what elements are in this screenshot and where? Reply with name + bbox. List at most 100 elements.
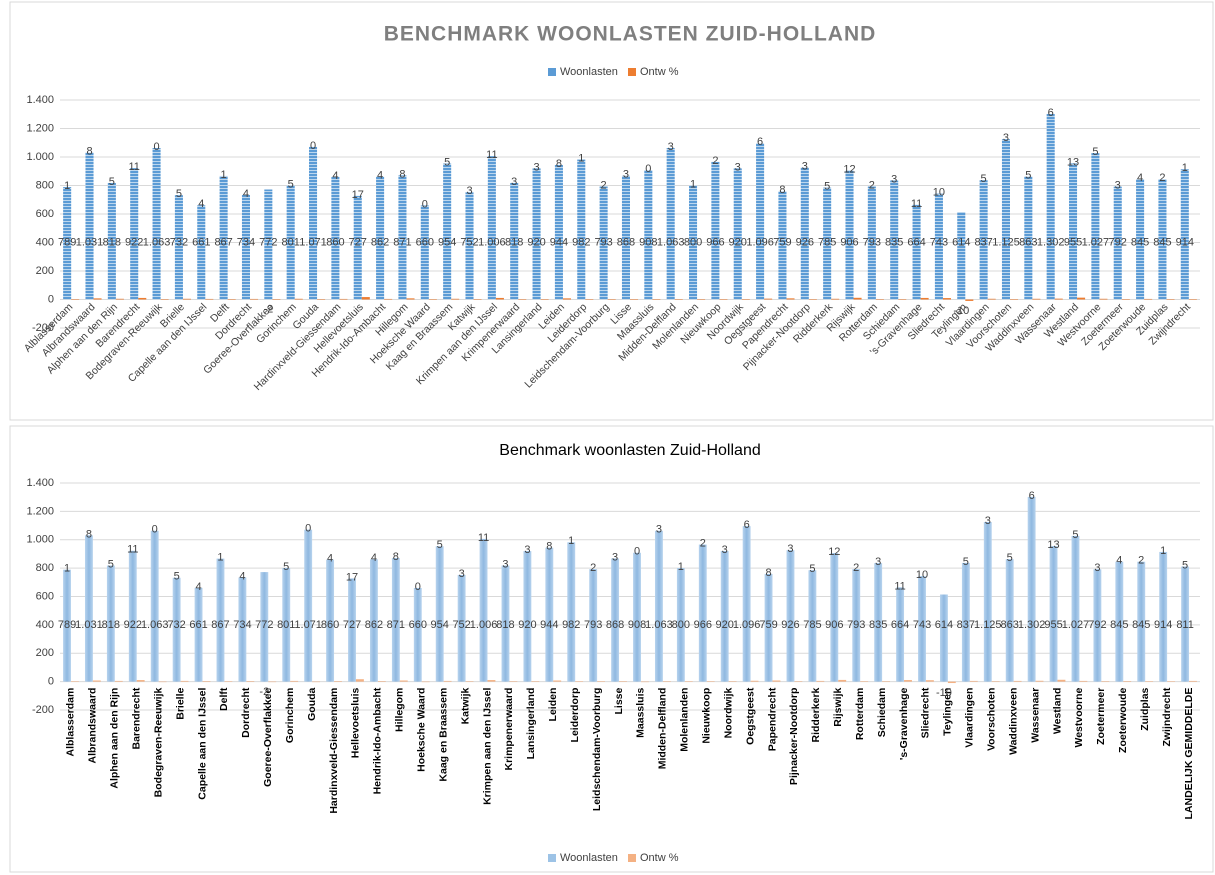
value-label: 10	[916, 569, 928, 581]
bar	[391, 558, 400, 682]
bar	[71, 299, 80, 300]
bar	[1137, 561, 1146, 682]
bar	[540, 299, 549, 300]
value-label: 1.006	[470, 619, 498, 631]
bar	[63, 187, 72, 300]
value-label: 837	[957, 619, 975, 631]
bar	[241, 194, 250, 300]
bar	[1188, 299, 1197, 300]
bar	[786, 298, 795, 300]
value-label: 5	[174, 571, 180, 583]
bar	[451, 298, 460, 300]
value-label: 1	[1160, 545, 1166, 557]
value-label: 3	[459, 568, 465, 580]
value-label: 1.302	[1018, 619, 1046, 631]
x-tick-label: Papendrecht	[766, 687, 778, 751]
bar	[532, 168, 541, 300]
bar	[1069, 163, 1078, 300]
bar	[282, 567, 291, 682]
bar	[268, 681, 277, 683]
value-label: 922	[125, 236, 143, 248]
bar	[674, 299, 683, 300]
x-tick-label: Delft	[218, 687, 230, 711]
bar	[597, 681, 606, 682]
value-label: 845	[1132, 619, 1150, 631]
value-label: 789	[58, 619, 76, 631]
bar	[706, 681, 715, 682]
bar	[607, 299, 616, 300]
x-tick-label: Goeree-Overflakkee	[262, 687, 274, 786]
value-label: 4	[195, 581, 201, 593]
x-tick-label: Westvoorne	[1073, 687, 1085, 747]
bar	[733, 168, 742, 300]
bar	[384, 298, 393, 300]
bar	[896, 587, 905, 682]
bar	[619, 681, 627, 682]
value-label: 1	[690, 178, 696, 190]
bar	[399, 680, 408, 682]
bar	[554, 164, 563, 300]
value-label: 5	[283, 561, 289, 573]
bar	[545, 547, 554, 682]
value-label: 13	[1067, 156, 1079, 168]
value-label: 4	[377, 170, 383, 182]
value-label: 835	[885, 236, 903, 248]
x-tick-label: Alblasserdam	[65, 688, 77, 757]
bar	[92, 680, 101, 682]
bar	[216, 558, 225, 682]
bar	[128, 550, 137, 682]
value-label: 811	[1176, 619, 1194, 631]
bar	[969, 680, 978, 682]
value-label: 1	[578, 152, 584, 164]
value-label: 3	[891, 173, 897, 185]
bar	[1049, 546, 1058, 682]
bar	[742, 526, 751, 682]
x-tick-label: Lisse	[613, 687, 625, 714]
value-label: 1.125	[992, 236, 1020, 248]
bar	[654, 530, 663, 682]
bar	[286, 185, 295, 300]
bar	[1145, 681, 1154, 682]
bar	[912, 204, 921, 300]
bar	[70, 681, 79, 682]
value-label: 0	[645, 163, 651, 175]
bar	[238, 577, 247, 682]
value-label: 0	[154, 141, 160, 153]
y-tick-label: 400	[36, 619, 54, 631]
value-label: 785	[803, 619, 821, 631]
x-tick-label: Rijswijk	[832, 687, 844, 726]
bar	[180, 680, 189, 682]
value-label: 0	[634, 546, 640, 558]
value-label: 3	[656, 524, 662, 536]
bar	[1032, 298, 1041, 300]
bar	[585, 299, 594, 300]
bar	[991, 681, 1000, 682]
value-label: 6	[1029, 490, 1035, 502]
value-label: 5	[1072, 529, 1078, 541]
bar	[979, 180, 988, 300]
value-label: 8	[556, 158, 562, 170]
value-label: 727	[349, 236, 367, 248]
bar	[711, 161, 720, 300]
x-tick-label: Zoeterwoude	[1117, 687, 1129, 752]
bar	[621, 175, 630, 300]
chart-frame	[9, 1, 1214, 421]
value-label: 920	[518, 619, 536, 631]
value-label: 0	[310, 140, 316, 152]
value-label: 818	[102, 619, 120, 631]
bar	[479, 538, 488, 682]
bar	[194, 587, 203, 682]
value-label: 660	[409, 619, 427, 631]
bar	[630, 299, 639, 300]
bar	[750, 680, 759, 682]
value-label: 835	[869, 619, 887, 631]
bar	[987, 298, 996, 300]
value-label: 954	[438, 236, 456, 248]
value-label: 11	[478, 532, 489, 544]
value-label: 906	[840, 236, 858, 248]
value-label: 661	[192, 236, 210, 248]
value-label: 793	[584, 619, 602, 631]
bar	[264, 189, 273, 300]
bar	[260, 572, 269, 682]
bar	[676, 568, 685, 682]
